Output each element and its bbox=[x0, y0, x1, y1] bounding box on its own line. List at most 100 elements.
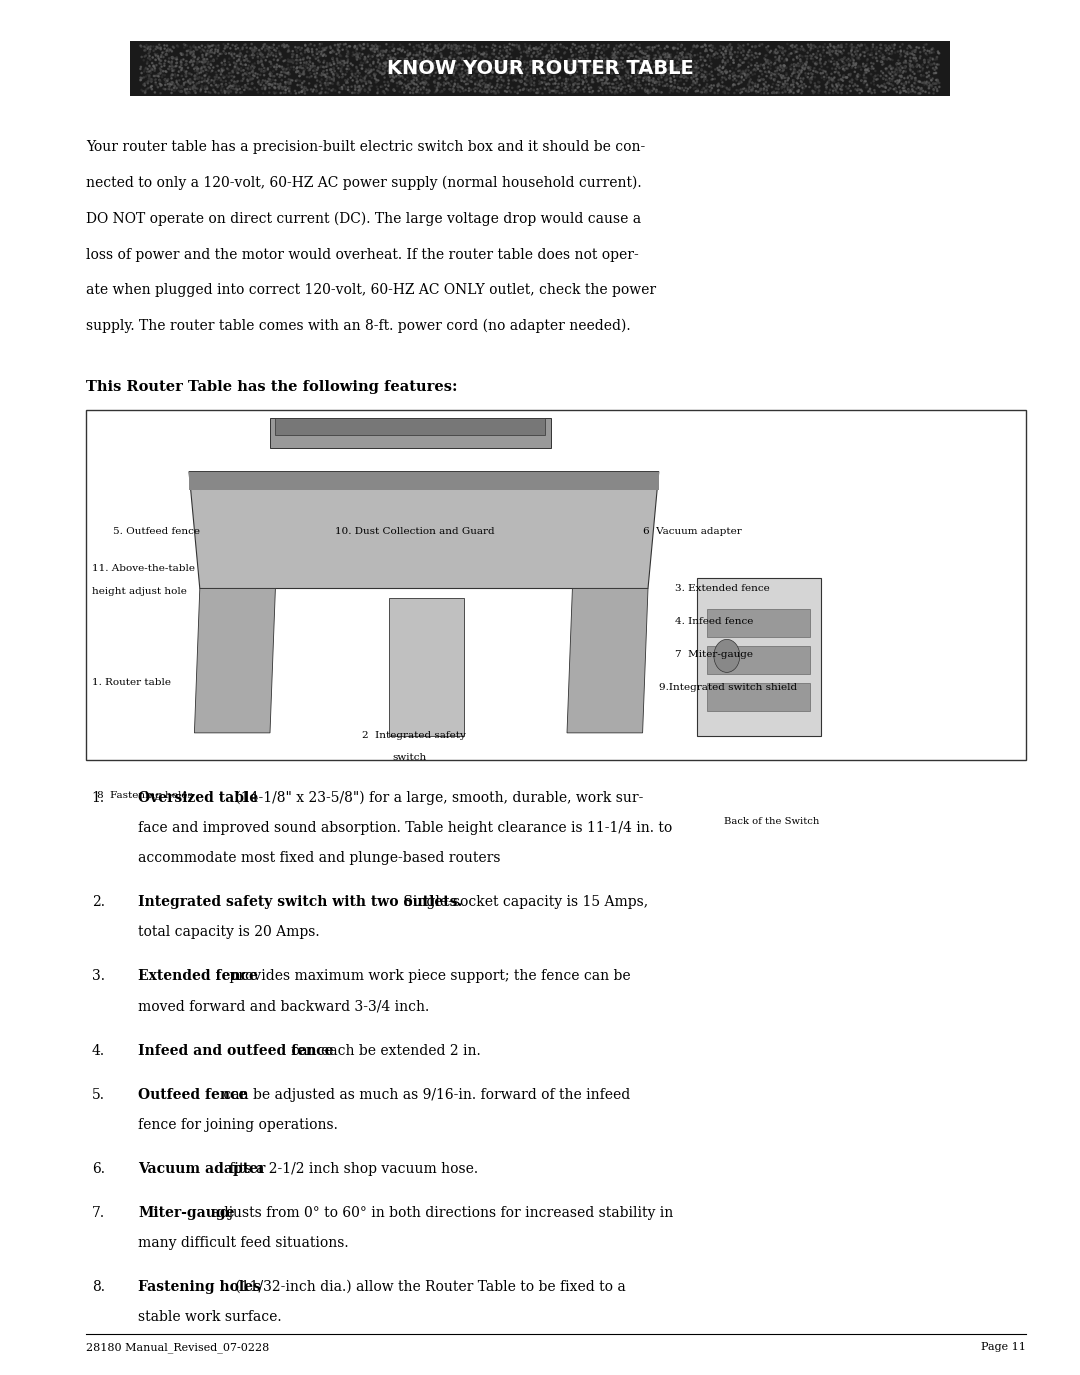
Point bbox=[280, 48, 297, 70]
Point bbox=[535, 45, 552, 67]
Point bbox=[353, 38, 370, 60]
Point bbox=[368, 36, 386, 58]
Point bbox=[899, 41, 916, 63]
Point bbox=[356, 80, 374, 102]
Point bbox=[197, 67, 214, 89]
Point bbox=[688, 55, 705, 77]
Point bbox=[449, 37, 467, 59]
Point bbox=[361, 65, 378, 87]
Point bbox=[138, 72, 156, 94]
Point bbox=[759, 51, 777, 73]
Point bbox=[551, 66, 568, 88]
Point bbox=[187, 66, 204, 88]
Point bbox=[666, 72, 684, 94]
Point bbox=[427, 34, 444, 56]
Point bbox=[386, 78, 403, 100]
Point bbox=[717, 62, 734, 84]
Point bbox=[662, 67, 679, 89]
Point bbox=[329, 51, 347, 73]
Point bbox=[234, 54, 252, 76]
Point bbox=[621, 74, 638, 96]
Point bbox=[415, 63, 432, 85]
Point bbox=[321, 52, 338, 74]
Point bbox=[352, 52, 369, 74]
Point bbox=[920, 65, 937, 87]
Point bbox=[707, 41, 725, 63]
Point bbox=[347, 77, 364, 99]
Point bbox=[391, 37, 408, 59]
Text: Infeed and outfeed fence: Infeed and outfeed fence bbox=[138, 1044, 334, 1057]
Point bbox=[869, 74, 887, 96]
Point bbox=[325, 70, 342, 92]
Point bbox=[213, 73, 230, 95]
Point bbox=[878, 66, 895, 88]
Point bbox=[613, 36, 631, 58]
Point bbox=[872, 37, 889, 59]
Point bbox=[399, 51, 416, 73]
Point bbox=[362, 38, 379, 60]
Point bbox=[824, 48, 841, 70]
Point bbox=[203, 41, 220, 63]
Point bbox=[172, 43, 189, 65]
Point bbox=[530, 58, 548, 80]
Point bbox=[750, 69, 767, 91]
Point bbox=[625, 54, 643, 76]
Point bbox=[210, 38, 227, 60]
Point bbox=[359, 59, 376, 81]
Point bbox=[200, 69, 217, 91]
Point bbox=[672, 66, 689, 88]
Point bbox=[544, 36, 562, 58]
Point bbox=[485, 40, 502, 62]
Point bbox=[608, 37, 625, 59]
Point bbox=[839, 58, 856, 80]
Point bbox=[197, 58, 214, 80]
Point bbox=[860, 58, 877, 80]
Point bbox=[179, 56, 197, 78]
Point bbox=[902, 55, 919, 77]
Point bbox=[688, 65, 705, 87]
Point bbox=[330, 40, 348, 62]
Point bbox=[633, 48, 650, 70]
Point bbox=[431, 67, 448, 89]
Point bbox=[213, 58, 230, 80]
Point bbox=[778, 49, 795, 72]
Point bbox=[683, 41, 700, 63]
Point bbox=[808, 44, 825, 66]
Point bbox=[821, 51, 838, 73]
Point bbox=[665, 76, 683, 98]
Point bbox=[622, 54, 639, 76]
Text: 2  Integrated safety: 2 Integrated safety bbox=[362, 732, 465, 741]
Point bbox=[214, 54, 231, 76]
Point bbox=[416, 38, 433, 60]
Point bbox=[206, 69, 224, 91]
Point bbox=[254, 37, 271, 59]
Point bbox=[858, 67, 875, 89]
Point bbox=[886, 78, 903, 100]
Point bbox=[202, 70, 219, 92]
Point bbox=[147, 38, 164, 60]
Point bbox=[356, 49, 374, 72]
Point bbox=[789, 73, 807, 95]
Point bbox=[881, 43, 899, 65]
Point bbox=[740, 56, 757, 78]
Point bbox=[620, 70, 637, 92]
Point bbox=[926, 59, 943, 81]
Point bbox=[729, 56, 746, 78]
Point bbox=[529, 54, 546, 76]
Point bbox=[627, 45, 645, 67]
Point bbox=[865, 52, 882, 74]
Point bbox=[519, 65, 537, 87]
Point bbox=[810, 70, 827, 92]
Point bbox=[782, 81, 799, 103]
Point bbox=[224, 34, 241, 56]
Point bbox=[591, 76, 608, 98]
Point bbox=[599, 36, 617, 58]
Point bbox=[923, 38, 941, 60]
Point bbox=[349, 37, 366, 59]
Point bbox=[889, 59, 906, 81]
Point bbox=[468, 40, 485, 62]
Text: ate when plugged into correct 120-volt, 60-HZ AC ONLY outlet, check the power: ate when plugged into correct 120-volt, … bbox=[86, 283, 657, 297]
Point bbox=[502, 54, 519, 76]
Point bbox=[296, 41, 313, 63]
Point bbox=[774, 41, 792, 63]
